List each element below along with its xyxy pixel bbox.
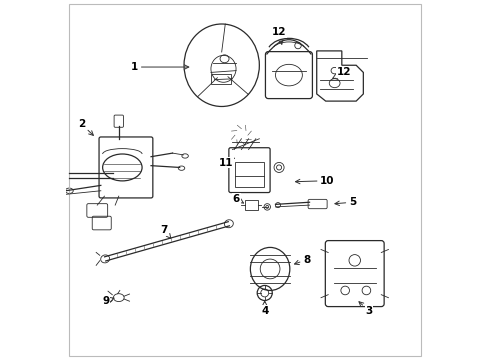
Text: 12: 12 (272, 27, 286, 44)
Text: 9: 9 (102, 296, 114, 306)
Text: 8: 8 (294, 255, 310, 265)
Text: 6: 6 (233, 194, 244, 204)
Bar (235, 162, 264, 187)
Text: 5: 5 (335, 197, 356, 207)
Bar (211, 74, 231, 84)
Text: 7: 7 (161, 225, 171, 238)
Text: 4: 4 (261, 301, 269, 316)
Text: 2: 2 (78, 120, 94, 135)
Text: 10: 10 (295, 176, 335, 186)
Bar (245, 200, 258, 211)
Text: 1: 1 (131, 62, 189, 72)
Text: 3: 3 (359, 302, 372, 316)
Text: 12: 12 (333, 67, 351, 78)
Text: 11: 11 (219, 158, 234, 168)
